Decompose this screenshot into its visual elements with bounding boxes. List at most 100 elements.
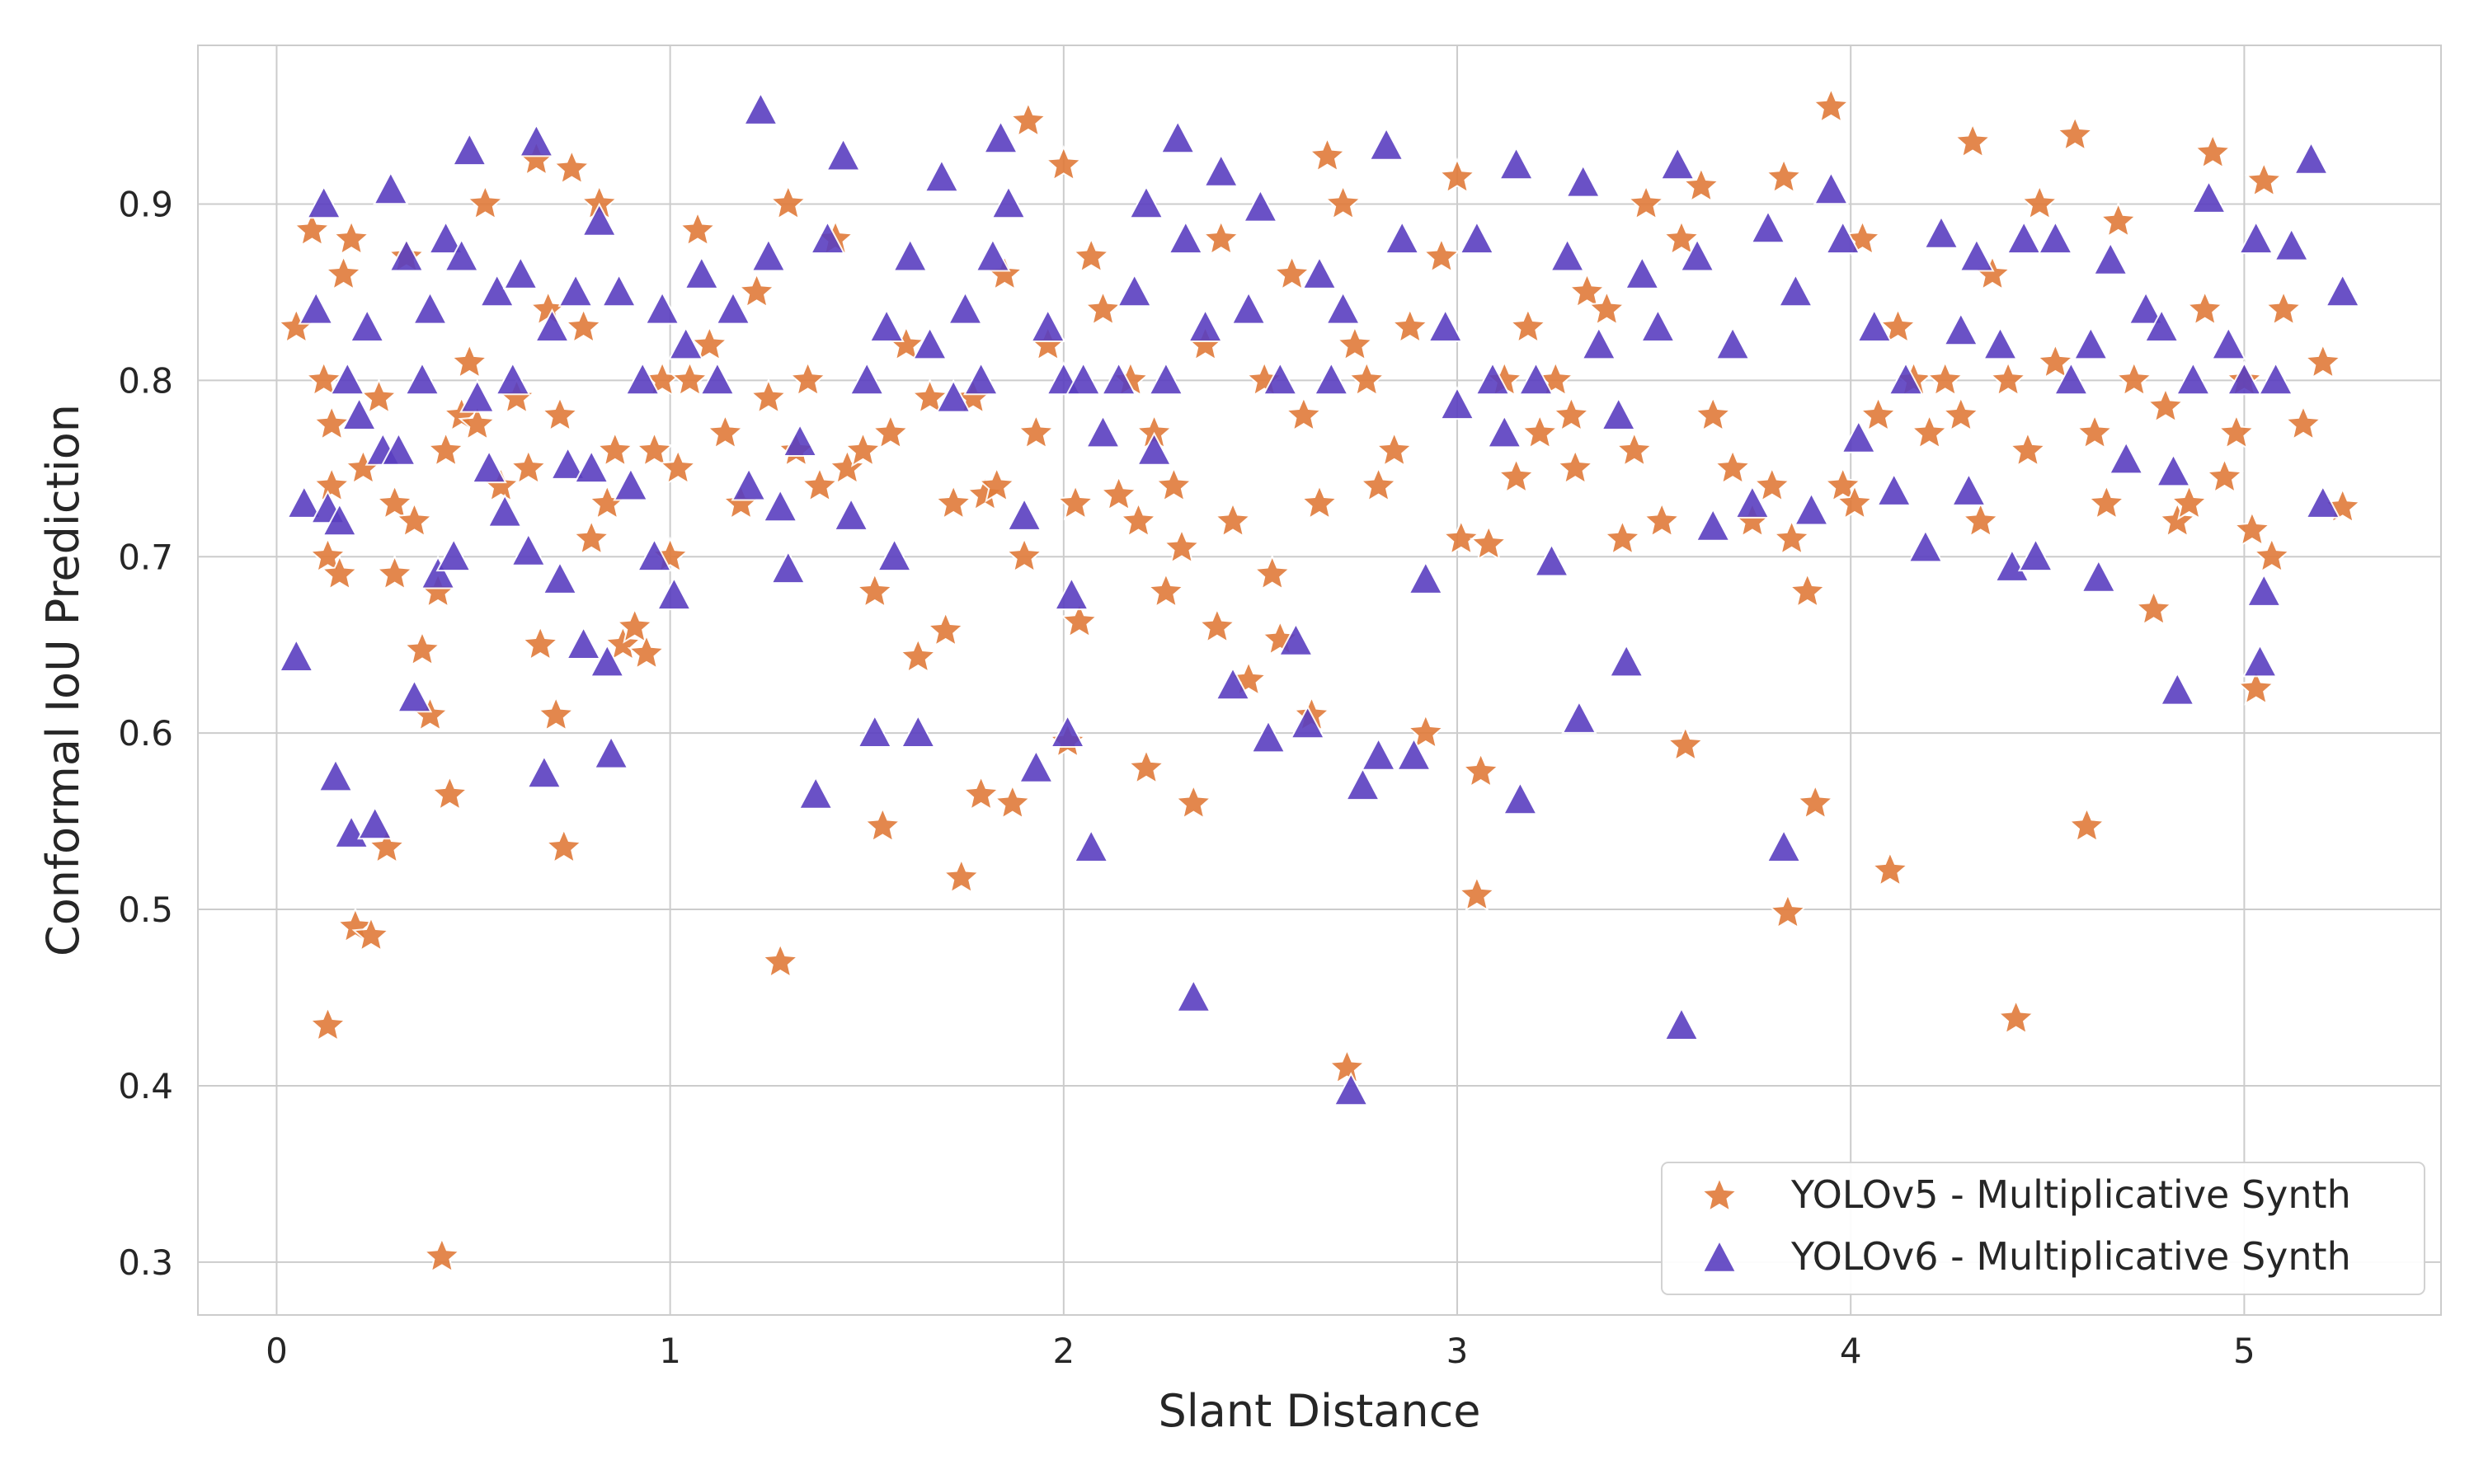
star-point	[1788, 571, 1827, 608]
star-point	[1099, 474, 1139, 512]
star-point	[2020, 183, 2059, 221]
triangle-point	[1856, 308, 1893, 342]
star-point	[422, 1236, 462, 1274]
star-point	[1146, 571, 1186, 608]
star-point	[571, 519, 611, 556]
triangle-point	[557, 273, 594, 308]
star-point	[1879, 307, 1917, 345]
triangle-point	[1750, 209, 1786, 244]
triangle-point	[876, 538, 913, 572]
triangle-point	[782, 423, 818, 457]
triangle-point	[1994, 547, 2030, 582]
triangle-point	[1601, 397, 1637, 430]
star-point	[1520, 413, 1559, 450]
triangle-point	[278, 638, 314, 672]
triangle-point	[1006, 496, 1042, 531]
triangle-point	[1659, 146, 1696, 181]
star-point	[2284, 404, 2323, 441]
triangle-point	[341, 397, 378, 430]
triangle-point	[600, 273, 637, 308]
triangle-point	[2210, 326, 2246, 360]
star-point	[627, 633, 666, 670]
triangle-point	[1943, 312, 1979, 346]
triangle-point	[1777, 273, 1814, 308]
legend-label-yolov6: YOLOv6 - Multiplicative Synth	[1790, 1234, 2351, 1279]
star-point	[1284, 395, 1324, 433]
triangle-point	[573, 449, 609, 484]
star-point	[324, 254, 363, 291]
data-points	[276, 87, 2363, 1274]
triangle-point	[306, 185, 342, 219]
triangle-point	[1950, 472, 1987, 506]
star-point	[312, 404, 351, 441]
triangle-point	[1168, 220, 1204, 255]
star-point	[1162, 528, 1202, 565]
star-point	[1997, 998, 2036, 1036]
star-point	[1615, 430, 1654, 467]
triangle-point	[982, 120, 1019, 154]
star-point	[800, 466, 840, 503]
triangle-point	[1053, 576, 1090, 611]
star-point	[1174, 783, 1213, 820]
star-point	[458, 404, 497, 441]
triangle-point	[333, 814, 369, 848]
star-point	[1772, 519, 1812, 556]
triangle-point	[329, 361, 365, 396]
triangle-point	[1923, 214, 1959, 249]
triangle-point	[1324, 290, 1362, 325]
triangle-point	[2241, 643, 2279, 678]
triangle-point	[1408, 560, 1444, 594]
star-point	[1056, 483, 1095, 520]
triangle-point	[924, 158, 960, 193]
star-point	[332, 218, 371, 256]
triangle-point	[396, 679, 433, 713]
star-point	[509, 448, 548, 486]
triangle-point	[2246, 572, 2282, 607]
star-point	[977, 466, 1017, 503]
star-point	[2205, 457, 2244, 494]
star-point	[1587, 289, 1626, 326]
star-point	[430, 774, 469, 811]
triangle-point	[1427, 308, 1464, 342]
star-point	[536, 695, 576, 732]
star-point	[1764, 157, 1804, 195]
star-point	[2146, 386, 2185, 424]
legend-triangle-icon	[1701, 1238, 1738, 1273]
star-point	[2252, 536, 2292, 574]
triangle-point	[549, 445, 586, 480]
triangle-point	[589, 643, 625, 678]
star-point	[1811, 87, 1851, 124]
y-tick-label: 0.8	[118, 360, 173, 401]
star-point	[544, 827, 584, 865]
triangle-point	[1313, 361, 1349, 396]
star-point	[926, 610, 966, 647]
star-point	[1568, 271, 1606, 309]
triangle-point	[935, 378, 971, 413]
x-tick-label: 4	[1840, 1331, 1862, 1371]
triangle-point	[1825, 220, 1861, 255]
star-point	[1300, 483, 1339, 520]
triangle-point	[750, 237, 787, 272]
triangle-point	[451, 132, 487, 167]
triangle-point	[1262, 361, 1298, 396]
triangle-point	[699, 361, 736, 396]
triangle-point	[868, 308, 905, 342]
triangle-point	[1841, 419, 1877, 453]
star-point	[520, 624, 560, 662]
star-point	[1859, 395, 1898, 433]
triangle-point	[1502, 781, 1539, 815]
triangle-point	[1175, 978, 1211, 1012]
triangle-point	[990, 185, 1027, 219]
triangle-point	[2159, 671, 2195, 706]
triangle-point	[911, 326, 948, 360]
triangle-point	[1517, 361, 1554, 396]
triangle-point	[2155, 453, 2192, 487]
triangle-point	[2037, 220, 2074, 255]
star-point	[1390, 307, 1430, 345]
star-point	[465, 183, 505, 221]
triangle-point	[1888, 361, 1924, 396]
star-point	[1213, 500, 1253, 538]
triangle-point	[435, 538, 472, 572]
star-point	[1497, 457, 1536, 494]
